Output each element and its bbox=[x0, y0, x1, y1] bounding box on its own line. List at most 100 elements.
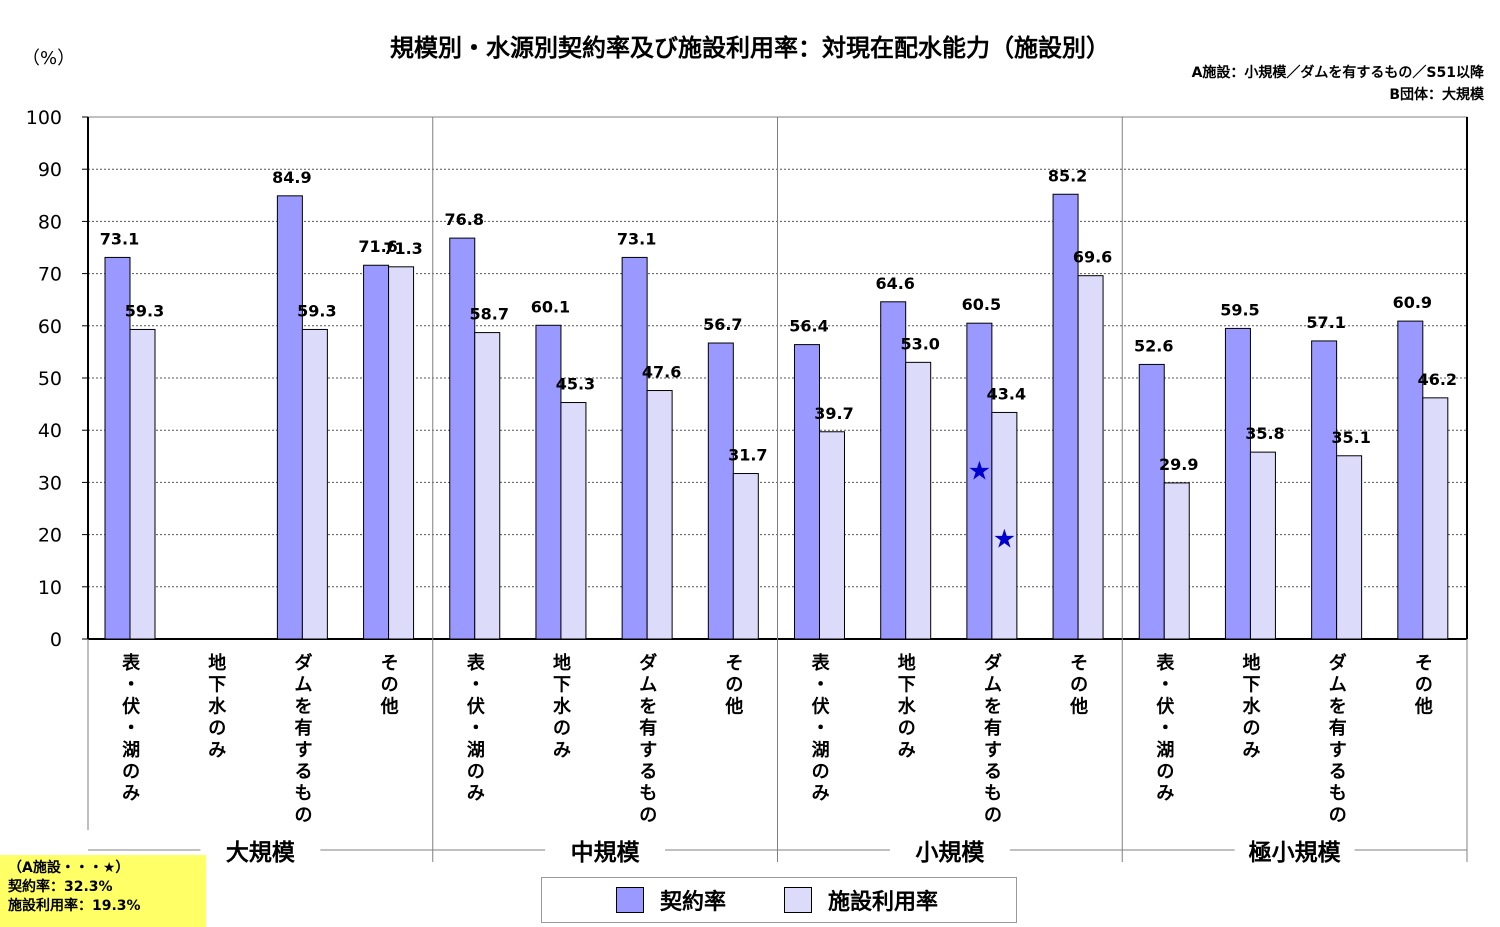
value-label-contract-rate: 60.5 bbox=[962, 295, 1001, 314]
group-label: 中規模 bbox=[571, 840, 641, 866]
category-label: ダムを有するもの bbox=[984, 652, 1002, 826]
legend-item-contract: 契約率 bbox=[616, 887, 727, 915]
bar-facility-rate bbox=[301, 328, 328, 640]
chart-legend: 契約率 施設利用率 bbox=[541, 877, 1017, 923]
category-label: ダムを有するもの bbox=[1329, 652, 1347, 826]
legend-label-contract: 契約率 bbox=[660, 890, 727, 915]
y-axis-unit: （%） bbox=[22, 48, 76, 69]
bar-contract-rate bbox=[1052, 193, 1079, 640]
value-label-contract-rate: 73.1 bbox=[617, 229, 656, 248]
value-label-facility-rate: 39.7 bbox=[814, 404, 853, 423]
bar-contract-rate bbox=[1311, 340, 1338, 640]
note-a-facility: A施設：小規模／ダムを有するもの／S51以降 bbox=[1191, 65, 1484, 81]
bar-contract-rate bbox=[966, 322, 993, 640]
y-tick-label: 30 bbox=[38, 472, 62, 494]
y-tick-label: 100 bbox=[26, 107, 62, 129]
value-label-contract-rate: 64.6 bbox=[875, 274, 914, 293]
bar-contract-rate bbox=[621, 256, 648, 640]
category-label: 表・伏・湖のみ bbox=[1156, 652, 1175, 804]
value-label-contract-rate: 56.4 bbox=[789, 317, 828, 336]
bar-contract-rate bbox=[707, 342, 734, 640]
value-label-contract-rate: 57.1 bbox=[1306, 313, 1345, 332]
category-label: 地下水のみ bbox=[208, 652, 227, 761]
bar-facility-rate bbox=[991, 411, 1018, 640]
value-label-facility-rate: 46.2 bbox=[1418, 370, 1457, 389]
bar-facility-rate bbox=[819, 431, 845, 640]
value-label-facility-rate: 69.6 bbox=[1073, 248, 1112, 267]
a-facility-callout: （A施設・・・★） 契約率：32.3% 施設利用率：19.3% bbox=[0, 855, 206, 927]
category-label: 表・伏・湖のみ bbox=[467, 652, 486, 804]
y-tick-label: 0 bbox=[50, 629, 62, 651]
bar-contract-rate bbox=[1397, 320, 1424, 640]
bar-contract-rate bbox=[449, 237, 476, 640]
bar-facility-rate bbox=[1336, 455, 1363, 640]
category-label: 地下水のみ bbox=[898, 652, 917, 761]
legend-label-facility: 施設利用率 bbox=[828, 890, 939, 915]
bar-contract-rate bbox=[794, 344, 820, 640]
value-label-contract-rate: 56.7 bbox=[703, 315, 742, 334]
bar-facility-rate bbox=[1422, 397, 1449, 640]
category-label: ダムを有するもの bbox=[639, 652, 657, 826]
value-label-contract-rate: 59.5 bbox=[1220, 300, 1259, 319]
value-label-facility-rate: 31.7 bbox=[728, 446, 767, 465]
chart-title: 規模別・水源別契約率及び施設利用率：対現在配水能力（施設別） bbox=[390, 34, 1110, 62]
value-label-contract-rate: 84.9 bbox=[272, 168, 311, 187]
bar-facility-rate bbox=[1077, 275, 1104, 640]
bar-facility-rate bbox=[388, 266, 415, 640]
y-tick-label: 90 bbox=[38, 159, 62, 181]
y-tick-label: 80 bbox=[38, 211, 62, 233]
value-label-facility-rate: 35.8 bbox=[1245, 424, 1284, 443]
value-label-facility-rate: 47.6 bbox=[642, 363, 681, 382]
category-label: その他 bbox=[724, 653, 743, 717]
bar-facility-rate bbox=[732, 473, 759, 640]
value-label-facility-rate: 29.9 bbox=[1159, 455, 1198, 474]
value-label-facility-rate: 43.4 bbox=[987, 384, 1026, 403]
value-label-contract-rate: 76.8 bbox=[445, 210, 484, 229]
legend-swatch-facility bbox=[784, 887, 812, 913]
callout-facility-rate: 施設利用率：19.3% bbox=[8, 898, 141, 914]
value-label-contract-rate: 85.2 bbox=[1048, 166, 1087, 185]
value-label-facility-rate: 59.3 bbox=[125, 301, 164, 320]
value-label-facility-rate: 59.3 bbox=[297, 301, 336, 320]
value-label-contract-rate: 52.6 bbox=[1134, 336, 1173, 355]
category-label: 地下水のみ bbox=[553, 652, 572, 761]
category-label: 表・伏・湖のみ bbox=[122, 652, 141, 804]
bar-facility-rate bbox=[905, 361, 932, 640]
legend-swatch-contract bbox=[616, 887, 644, 913]
bar-contract-rate bbox=[1224, 327, 1251, 640]
note-b-organization: B団体：大規模 bbox=[1389, 87, 1484, 103]
value-label-facility-rate: 45.3 bbox=[556, 375, 595, 394]
category-label: ダムを有するもの bbox=[294, 652, 312, 826]
a-facility-star-marker: ★ bbox=[993, 524, 1016, 554]
y-tick-label: 20 bbox=[38, 525, 62, 547]
y-tick-label: 60 bbox=[38, 316, 62, 338]
bar-facility-rate bbox=[1163, 482, 1190, 640]
category-label: 地下水のみ bbox=[1243, 652, 1262, 761]
callout-contract-rate: 契約率：32.3% bbox=[8, 879, 113, 895]
category-label: その他 bbox=[1414, 653, 1433, 717]
bar-contract-rate bbox=[535, 324, 562, 640]
category-label: その他 bbox=[1069, 653, 1088, 717]
legend-item-facility: 施設利用率 bbox=[784, 887, 939, 915]
bar-facility-rate bbox=[474, 332, 501, 640]
callout-title: （A施設・・・★） bbox=[8, 860, 130, 876]
bar-facility-rate bbox=[560, 402, 587, 640]
y-tick-label: 10 bbox=[38, 577, 62, 599]
category-label: 表・伏・湖のみ bbox=[812, 652, 831, 804]
y-tick-label: 50 bbox=[38, 368, 62, 390]
y-tick-label: 40 bbox=[38, 420, 62, 442]
bar-facility-rate bbox=[1249, 451, 1276, 640]
bar-contract-rate bbox=[104, 256, 131, 640]
value-label-contract-rate: 60.9 bbox=[1393, 293, 1432, 312]
value-label-contract-rate: 60.1 bbox=[531, 297, 570, 316]
value-label-facility-rate: 53.0 bbox=[900, 334, 939, 353]
bar-facility-rate bbox=[129, 328, 156, 640]
value-label-facility-rate: 58.7 bbox=[470, 305, 509, 324]
group-label: 小規模 bbox=[915, 840, 985, 866]
bar-contract-rate bbox=[276, 195, 303, 640]
group-label: 大規模 bbox=[226, 840, 296, 866]
category-label: その他 bbox=[380, 653, 399, 717]
value-label-contract-rate: 73.1 bbox=[100, 229, 139, 248]
bar-contract-rate bbox=[1138, 363, 1165, 640]
